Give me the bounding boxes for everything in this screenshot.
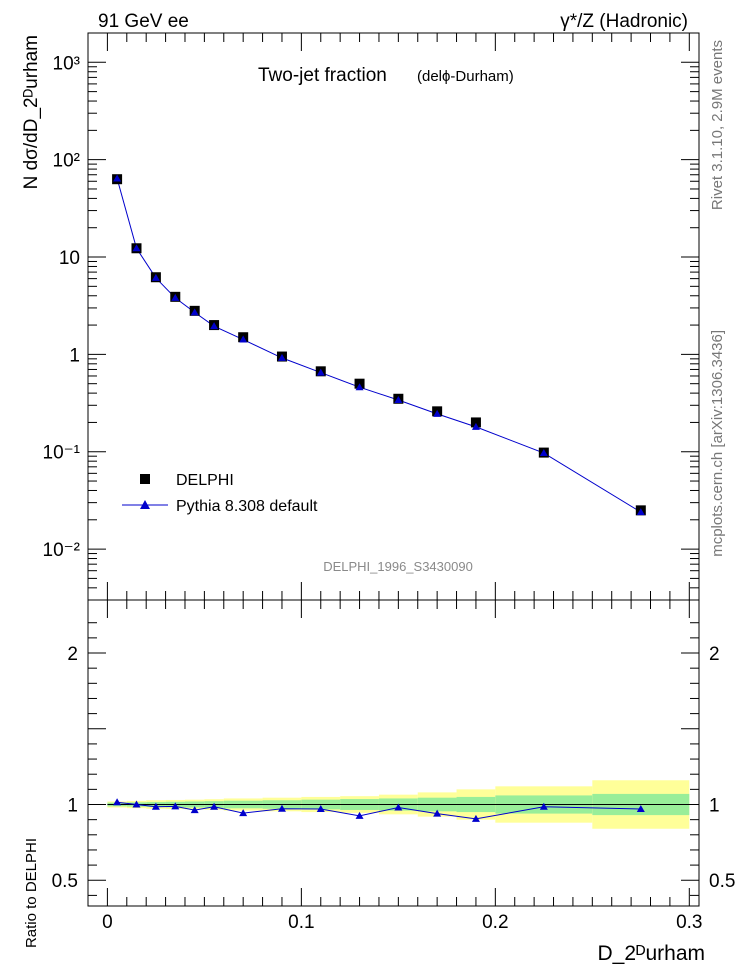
ratio-point	[151, 802, 160, 810]
analysis-watermark: DELPHI_1996_S3430090	[323, 559, 473, 574]
pythia-point	[636, 508, 645, 516]
y-tick-label: 10²	[53, 151, 80, 172]
pythia-point	[171, 293, 180, 301]
ratio-point	[132, 800, 141, 808]
y-tick-label: 10⁻²	[43, 540, 81, 561]
ratio-point	[471, 814, 480, 822]
main-y-axis: 10⁻² 10⁻¹ 1 10 10² 10³	[43, 32, 699, 601]
ratio-point	[171, 802, 180, 810]
main-y-axis-label: N dσ/dD_2ᴰurham	[21, 35, 42, 189]
ratio-point	[210, 802, 219, 810]
ratio-y-tick-label-left: 2	[67, 644, 78, 665]
ratio-y-axis-label: Ratio to DELPHI	[23, 838, 40, 948]
side-label-bottom: mcplots.cern.ch [arXiv:1306.3436]	[709, 330, 726, 557]
pythia-point	[433, 409, 442, 417]
ratio-x-axis: 0 0.1 0.2 0.3	[102, 600, 703, 933]
ratio-point	[190, 806, 199, 814]
ratio-point	[316, 805, 325, 813]
pythia-point	[190, 308, 199, 316]
pythia-point	[471, 422, 480, 430]
y-tick-label: 10³	[53, 53, 80, 74]
main-x-ticks	[106, 33, 690, 600]
legend-label-pythia: Pythia 8.308 default	[176, 498, 318, 515]
ratio-y-tick-label-left: 1	[67, 796, 78, 817]
ratio-point	[277, 804, 286, 812]
main-plot-panel: 10⁻² 10⁻¹ 1 10 10² 10³ Two-jet fraction (delϕ…	[21, 32, 700, 601]
legend-label-delphi: DELPHI	[176, 472, 234, 489]
ratio-plot-frame	[87, 599, 700, 907]
ratio-point	[394, 803, 403, 811]
pythia-point	[277, 353, 286, 361]
ratio-y-axis: 0.5 0.5 1 1 2 2	[52, 622, 735, 896]
ratio-y-tick-label-right: 1	[709, 796, 720, 817]
ratio-y-tick-label-left: 0.5	[52, 871, 78, 892]
legend-marker-delphi	[140, 474, 150, 484]
pythia-point	[113, 174, 122, 182]
pythia-point	[394, 395, 403, 403]
x-tick-label: 0.2	[482, 912, 508, 933]
pythia-point	[355, 383, 364, 391]
main-series	[112, 174, 646, 516]
x-tick-label: 0.1	[288, 912, 314, 933]
plot-subtitle: (delϕ-Durham)	[417, 68, 514, 85]
pythia-point	[239, 335, 248, 343]
side-label-top: Rivet 3.1.10, 2.9M events	[709, 40, 726, 210]
y-tick-label: 10	[59, 248, 80, 269]
legend: DELPHI Pythia 8.308 default	[122, 472, 318, 515]
ratio-plot-panel: 0.5 0.5 1 1 2 2 0 0.1 0.2 0.3 Ratio to DELPHI D_…	[23, 599, 735, 965]
pythia-point	[132, 244, 141, 252]
pythia-line	[116, 178, 642, 513]
ratio-y-tick-label-right: 0.5	[709, 871, 735, 892]
ratio-point	[539, 802, 548, 810]
delphi-point	[470, 417, 481, 428]
y-tick-label: 1	[69, 345, 80, 366]
x-tick-label: 0.3	[676, 912, 702, 933]
plot-title: Two-jet fraction	[258, 65, 387, 86]
header-right: γ*/Z (Hadronic)	[560, 11, 688, 32]
ratio-point	[433, 809, 442, 817]
pythia-point	[210, 322, 219, 330]
pythia-point	[316, 368, 325, 376]
header-left: 91 GeV ee	[98, 11, 189, 32]
x-tick-label: 0	[102, 912, 113, 933]
legend-marker-pythia	[140, 500, 150, 509]
ratio-point	[113, 798, 122, 806]
y-tick-label: 10⁻¹	[43, 443, 81, 464]
pythia-point	[539, 449, 548, 457]
x-axis-label: D_2ᴰurham	[598, 942, 705, 965]
pythia-point	[151, 273, 160, 281]
ratio-point	[636, 805, 645, 813]
ratio-point	[239, 809, 248, 817]
ratio-y-tick-label-right: 2	[709, 644, 720, 665]
ratio-series	[113, 798, 645, 822]
ratio-point	[355, 811, 364, 819]
